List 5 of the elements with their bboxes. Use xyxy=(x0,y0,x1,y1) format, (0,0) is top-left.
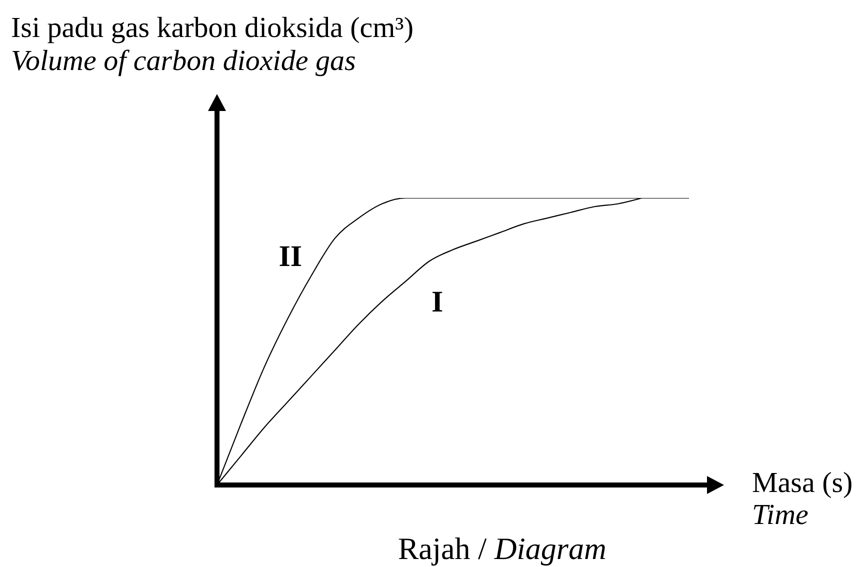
x-axis-title: Masa (s) Time xyxy=(752,467,853,531)
text: Rajah / Diagram xyxy=(398,531,606,566)
series-label: II xyxy=(278,240,302,273)
series-label: I xyxy=(432,286,444,319)
y-axis-title: Isi padu gas karbon dioksida (cm³) Volume of carbon dioxide gas xyxy=(11,12,414,78)
